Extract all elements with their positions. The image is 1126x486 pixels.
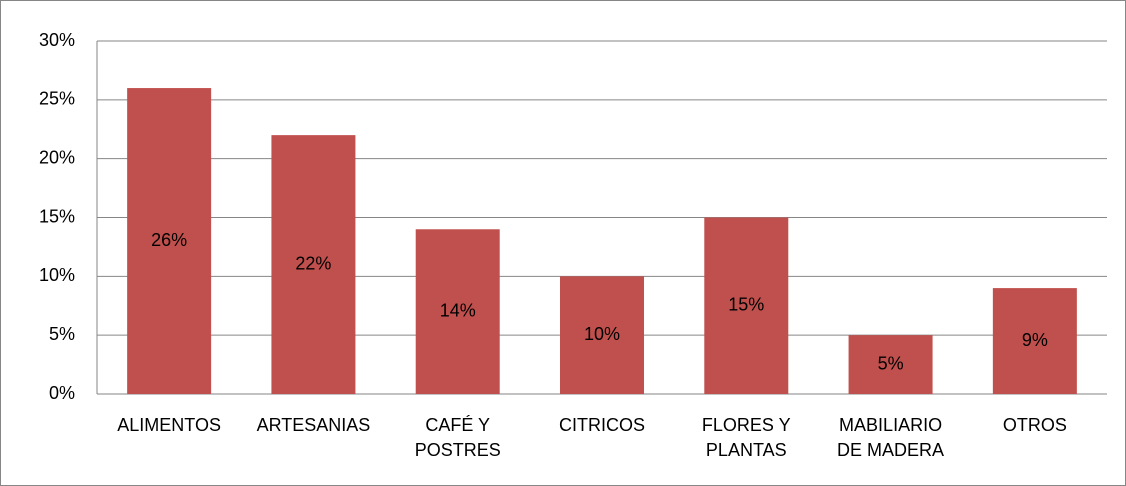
bar — [848, 335, 933, 394]
y-tick-label: 5% — [49, 324, 75, 344]
data-label: 14% — [440, 300, 476, 320]
bar — [992, 288, 1077, 394]
category-text: FLORES Y PLANTAS — [701, 415, 791, 460]
data-label: 26% — [151, 230, 187, 250]
data-label: 22% — [295, 253, 331, 273]
y-tick-label: 10% — [39, 265, 75, 285]
x-tick-label: FLORES Y PLANTAS — [674, 413, 818, 463]
x-tick-label: CITRICOS — [530, 413, 674, 438]
category-text: OTROS — [1002, 415, 1067, 435]
data-label: 15% — [728, 295, 764, 315]
bar — [704, 217, 789, 394]
bar — [560, 276, 644, 394]
category-text: CITRICOS — [558, 415, 645, 435]
bar — [271, 135, 356, 394]
data-label: 5% — [878, 353, 904, 373]
category-text: CAFÉ Y POSTRES — [414, 415, 501, 460]
x-tick-label: CAFÉ Y POSTRES — [386, 413, 530, 463]
y-tick-label: 30% — [39, 30, 75, 50]
data-label: 9% — [1022, 330, 1048, 350]
x-tick-label: MABILIARIO DE MADERA — [818, 413, 962, 463]
bar — [415, 229, 500, 394]
bar — [127, 88, 212, 395]
y-tick-label: 20% — [39, 147, 75, 167]
category-text: ARTESANIAS — [256, 415, 371, 435]
data-label: 10% — [584, 324, 620, 344]
x-tick-label: ALIMENTOS — [97, 413, 241, 438]
x-tick-label: ARTESANIAS — [241, 413, 385, 438]
y-tick-label: 15% — [39, 206, 75, 226]
category-text: ALIMENTOS — [117, 415, 221, 435]
y-tick-label: 0% — [49, 383, 75, 403]
category-text: MABILIARIO DE MADERA — [837, 415, 945, 460]
x-tick-label: OTROS — [963, 413, 1107, 438]
y-tick-label: 25% — [39, 89, 75, 109]
